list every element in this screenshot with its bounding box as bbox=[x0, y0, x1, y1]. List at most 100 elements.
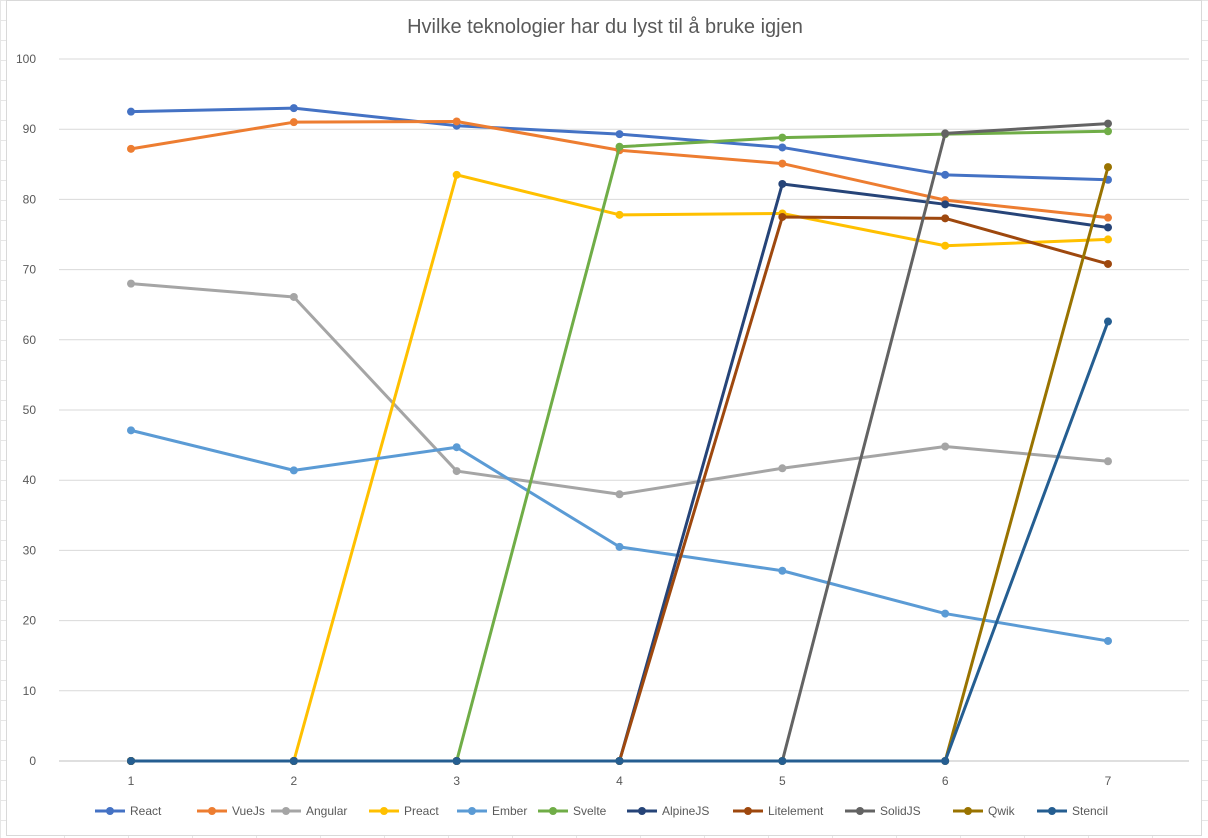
chart-title: Hvilke teknologier har du lyst til å bru… bbox=[407, 16, 803, 38]
data-point bbox=[127, 279, 135, 288]
y-tick-label: 10 bbox=[23, 684, 37, 698]
legend-label: Qwik bbox=[988, 804, 1016, 818]
series-line bbox=[129, 182, 1110, 763]
data-point bbox=[1104, 119, 1112, 128]
series-layer bbox=[127, 104, 1112, 765]
data-point bbox=[452, 757, 461, 765]
data-point bbox=[1104, 223, 1112, 232]
y-tick-label: 70 bbox=[23, 263, 37, 277]
data-point bbox=[778, 212, 787, 221]
data-point bbox=[941, 200, 950, 209]
data-point bbox=[289, 292, 298, 301]
legend-marker bbox=[964, 807, 972, 815]
legend-item-solidjs: SolidJS bbox=[845, 804, 921, 818]
y-tick-label: 80 bbox=[23, 192, 37, 206]
data-point bbox=[941, 170, 950, 179]
series-ember bbox=[127, 426, 1112, 645]
legend-item-angular: Angular bbox=[271, 804, 347, 818]
data-point bbox=[941, 129, 950, 138]
y-tick-label: 30 bbox=[23, 543, 37, 557]
data-point bbox=[778, 757, 787, 765]
legend-marker bbox=[549, 807, 557, 815]
legend-item-react: React bbox=[95, 804, 162, 818]
y-tick-label: 50 bbox=[23, 403, 37, 417]
legend-label: Preact bbox=[404, 804, 439, 818]
legend-label: Svelte bbox=[573, 804, 607, 818]
data-point bbox=[1104, 317, 1112, 326]
legend-label: Litelement bbox=[768, 804, 824, 818]
legend-label: React bbox=[130, 804, 162, 818]
legend-marker bbox=[468, 807, 476, 815]
data-point bbox=[778, 133, 787, 142]
legend-item-alpinejs: AlpineJS bbox=[627, 804, 709, 818]
legend-marker bbox=[1048, 807, 1056, 815]
x-tick-label: 7 bbox=[1105, 774, 1112, 788]
x-tick-label: 1 bbox=[128, 774, 135, 788]
x-tick-label: 2 bbox=[290, 774, 297, 788]
data-point bbox=[1104, 127, 1112, 136]
data-point bbox=[1104, 235, 1112, 244]
data-point bbox=[615, 490, 624, 499]
legend-item-ember: Ember bbox=[457, 804, 527, 818]
data-point bbox=[941, 442, 950, 451]
legend: React VueJs Angular Preact Ember Svelte Alpine… bbox=[95, 804, 1108, 818]
data-point bbox=[615, 130, 624, 139]
legend-label: Stencil bbox=[1072, 804, 1108, 818]
series-line bbox=[129, 122, 1110, 763]
legend-marker bbox=[744, 807, 752, 815]
legend-marker bbox=[856, 807, 864, 815]
y-tick-label: 100 bbox=[16, 52, 36, 66]
series-angular bbox=[127, 279, 1112, 499]
data-point bbox=[615, 210, 624, 219]
legend-label: AlpineJS bbox=[662, 804, 709, 818]
legend-label: SolidJS bbox=[880, 804, 921, 818]
data-point bbox=[127, 426, 135, 435]
series-preact bbox=[127, 170, 1112, 765]
data-point bbox=[615, 142, 624, 151]
line-chart: Hvilke teknologier har du lyst til å bru… bbox=[16, 16, 1189, 818]
data-point bbox=[127, 107, 135, 116]
data-point bbox=[778, 143, 787, 152]
x-tick-label: 3 bbox=[453, 774, 460, 788]
data-point bbox=[1104, 457, 1112, 466]
data-point bbox=[941, 757, 950, 765]
y-tick-label: 90 bbox=[23, 122, 37, 136]
legend-marker bbox=[106, 807, 114, 815]
data-point bbox=[615, 757, 624, 765]
data-point bbox=[778, 179, 787, 188]
data-point bbox=[289, 118, 298, 127]
y-tick-label: 60 bbox=[23, 333, 37, 347]
legend-item-svelte: Svelte bbox=[538, 804, 607, 818]
data-point bbox=[452, 467, 461, 476]
y-tick-label: 0 bbox=[29, 754, 36, 768]
data-point bbox=[778, 566, 787, 575]
data-point bbox=[127, 757, 135, 765]
legend-item-vuejs: VueJs bbox=[197, 804, 265, 818]
legend-item-litelement: Litelement bbox=[733, 804, 824, 818]
legend-item-stencil: Stencil bbox=[1037, 804, 1108, 818]
data-point bbox=[289, 104, 298, 113]
y-tick-label: 40 bbox=[23, 473, 37, 487]
x-tick-label: 6 bbox=[942, 774, 949, 788]
x-tick-label: 5 bbox=[779, 774, 786, 788]
legend-label: Ember bbox=[492, 804, 527, 818]
legend-item-qwik: Qwik bbox=[953, 804, 1016, 818]
series-line bbox=[129, 282, 1110, 496]
legend-item-preact: Preact bbox=[369, 804, 439, 818]
series-qwik bbox=[127, 163, 1112, 765]
data-point bbox=[778, 159, 787, 168]
chart-area[interactable]: Hvilke teknologier har du lyst til å bru… bbox=[6, 0, 1202, 836]
data-point bbox=[127, 144, 135, 153]
x-tick-label: 4 bbox=[616, 774, 623, 788]
legend-marker bbox=[208, 807, 216, 815]
data-point bbox=[1104, 213, 1112, 222]
data-point bbox=[289, 466, 298, 475]
legend-marker bbox=[282, 807, 290, 815]
series-stencil bbox=[127, 317, 1112, 765]
data-point bbox=[289, 757, 298, 765]
legend-label: VueJs bbox=[232, 804, 265, 818]
data-point bbox=[452, 170, 461, 179]
data-point bbox=[941, 241, 950, 250]
legend-marker bbox=[638, 807, 646, 815]
